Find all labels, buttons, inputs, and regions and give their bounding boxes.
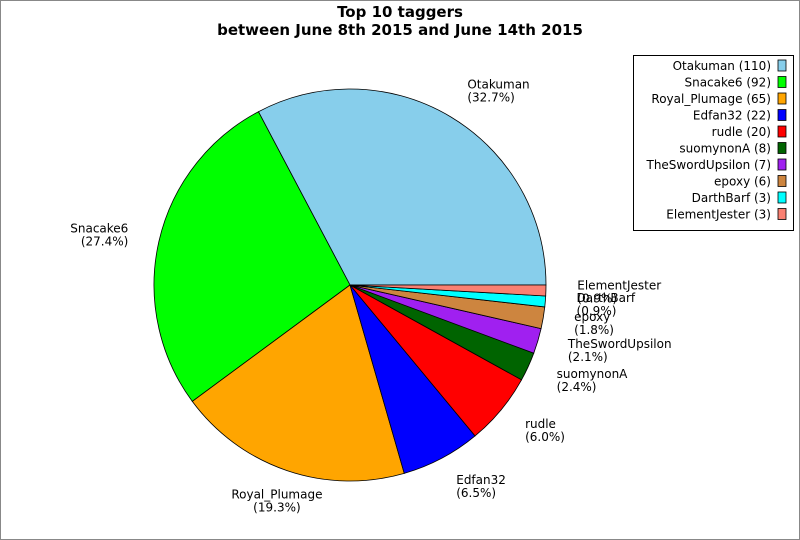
legend-swatch <box>777 191 787 204</box>
slice-percent: (6.5%) <box>456 486 496 500</box>
slice-percent: (19.3%) <box>253 500 300 514</box>
legend-label: rudle (20) <box>712 125 771 139</box>
legend-label: Royal_Plumage (65) <box>651 92 771 106</box>
legend-swatch <box>777 109 787 121</box>
slice-label: DarthBarf <box>577 291 636 305</box>
chart-title: Top 10 taggers <box>337 3 463 21</box>
pie-slice <box>349 284 547 297</box>
slice-percent: (0.9%) <box>577 291 617 305</box>
legend-label: epoxy (6) <box>714 175 771 189</box>
slice-percent: (1.8%) <box>574 323 614 337</box>
legend-label: suomynonA (8) <box>679 142 771 156</box>
legend-swatch <box>777 158 787 171</box>
legend-swatch <box>777 175 787 187</box>
slice-label: Edfan32 <box>456 473 506 487</box>
slice-percent: (0.9%) <box>577 304 617 318</box>
pie-slice <box>257 88 547 286</box>
slice-percent: (6.0%) <box>525 430 565 444</box>
legend-swatch <box>777 142 787 154</box>
legend-label: Otakuman (110) <box>673 59 771 73</box>
legend-label: ElementJester (3) <box>666 208 771 222</box>
legend-label: DarthBarf (3) <box>692 191 771 205</box>
slice-percent: (2.4%) <box>557 380 597 394</box>
legend-label: TheSwordUpsilon (7) <box>645 158 771 172</box>
legend-label: Edfan32 (22) <box>693 109 771 123</box>
slice-label: rudle <box>525 417 556 431</box>
slice-label: suomynonA <box>557 367 629 381</box>
slice-percent: (2.1%) <box>568 350 608 364</box>
slice-percent: (32.7%) <box>467 90 514 104</box>
legend-swatch <box>777 208 787 220</box>
slice-label: TheSwordUpsilon <box>567 337 672 351</box>
legend-label: Snacake6 (92) <box>684 76 771 90</box>
legend-swatch <box>777 125 787 138</box>
slice-percent: (27.4%) <box>81 234 128 248</box>
legend-swatch <box>777 59 787 72</box>
slice-label: Snacake6 <box>70 221 128 235</box>
legend-swatch <box>777 92 787 105</box>
slice-label: Royal_Plumage <box>231 487 322 501</box>
slice-label: Otakuman <box>467 77 529 91</box>
slice-label: epoxy <box>574 310 610 324</box>
legend-box <box>633 55 794 231</box>
pie-slice <box>191 284 405 482</box>
pie-slice <box>153 111 351 402</box>
legend-swatch <box>777 76 787 88</box>
slice-label: ElementJester <box>577 278 661 292</box>
chart-subtitle: between June 8th 2015 and June 14th 2015 <box>217 21 583 39</box>
